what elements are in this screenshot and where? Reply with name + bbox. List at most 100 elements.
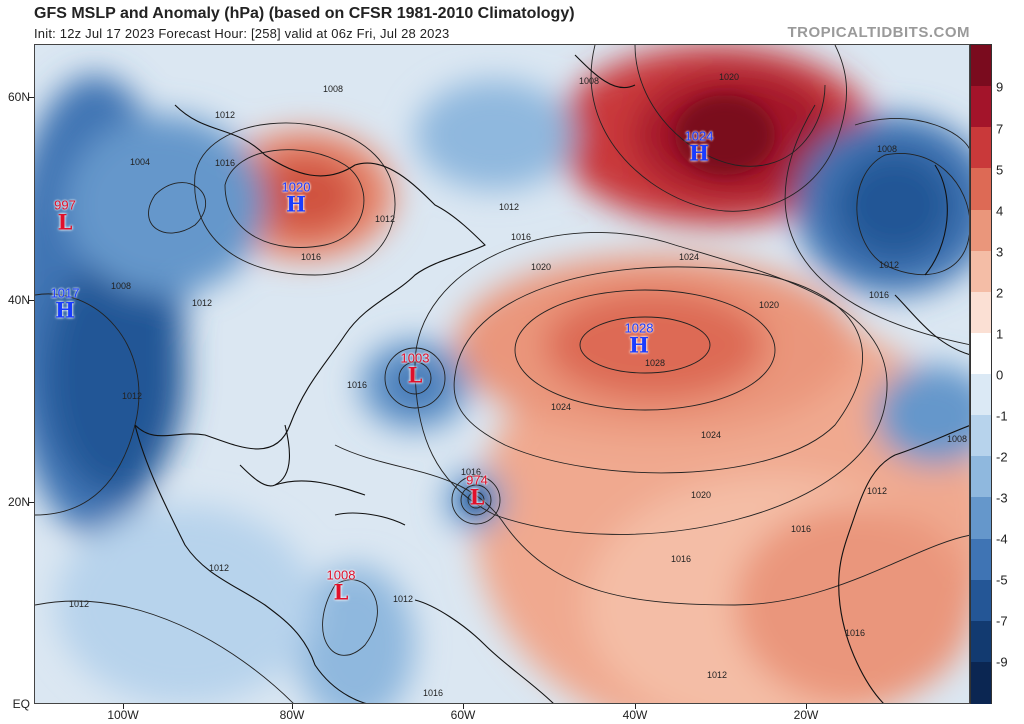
low-symbol: L — [333, 579, 349, 605]
colorbar-segment — [971, 579, 991, 622]
colorbar-segment — [971, 497, 991, 539]
colorbar-label: 0 — [996, 367, 1004, 383]
pressure-value: 974 — [466, 472, 488, 488]
lon-tick — [463, 704, 464, 709]
isobar-label: 1016 — [460, 467, 482, 477]
low-pressure-marker: 974 L — [466, 473, 488, 508]
colorbar-label: 5 — [996, 162, 1004, 178]
colorbar-label: -3 — [996, 490, 1008, 506]
isobar-label: 1028 — [644, 358, 666, 368]
pressure-value: 1028 — [624, 320, 654, 336]
lon-label: 20W — [793, 708, 819, 722]
map-subtitle: Init: 12z Jul 17 2023 Forecast Hour: [25… — [34, 26, 450, 41]
isobar-label: 1008 — [322, 84, 344, 94]
high-symbol: H — [55, 297, 75, 323]
colorbar-segment — [971, 86, 991, 128]
high-symbol: H — [286, 191, 306, 217]
isobar-label: 1012 — [208, 563, 230, 573]
high-symbol: H — [629, 332, 649, 358]
low-symbol: L — [407, 362, 423, 388]
isobar-label: 1016 — [300, 252, 322, 262]
isobar-label: 1012 — [498, 202, 520, 212]
lat-tick — [29, 97, 34, 98]
isobar-label: 1020 — [690, 490, 712, 500]
isobar-label: 1020 — [758, 300, 780, 310]
isobar-label: 1012 — [121, 391, 143, 401]
lat-label: 20N — [7, 495, 30, 509]
colorbar-segment — [971, 374, 991, 416]
pressure-value: 1017 — [50, 285, 80, 301]
colorbar-label: -7 — [996, 613, 1008, 629]
isobar-label: 1016 — [346, 380, 368, 390]
isobar-label: 1004 — [129, 157, 151, 167]
colorbar-segment — [971, 250, 991, 293]
colorbar-segment — [971, 415, 991, 457]
low-symbol: L — [469, 484, 485, 510]
colorbar-segment — [971, 332, 991, 375]
colorbar-segment — [971, 45, 991, 87]
low-pressure-marker: 1008 L — [327, 568, 356, 603]
isobar-label: 1020 — [718, 72, 740, 82]
lon-label: 60W — [450, 708, 476, 722]
isobar-label: 1020 — [530, 262, 552, 272]
isobar-label: 1012 — [392, 594, 414, 604]
high-pressure-marker: 1028 H — [625, 321, 654, 356]
isobar-label: 1008 — [578, 76, 600, 86]
low-pressure-marker: 997 L — [54, 198, 76, 233]
isobar-label: 1008 — [110, 281, 132, 291]
colorbar-label: -4 — [996, 531, 1008, 547]
isobar-label: 1008 — [946, 434, 968, 444]
high-pressure-marker: 1017 H — [51, 286, 80, 321]
low-pressure-marker: 1003 L — [401, 351, 430, 386]
isobar-label: 1016 — [510, 232, 532, 242]
colorbar-label: 4 — [996, 203, 1004, 219]
pressure-value: 1008 — [326, 567, 356, 583]
colorbar-segment — [971, 456, 991, 498]
isobar-label: 1024 — [550, 402, 572, 412]
colorbar-label: -1 — [996, 408, 1008, 424]
isobar-label: 1012 — [68, 599, 90, 609]
lon-label: 100W — [107, 708, 139, 722]
colorbar-segment — [971, 168, 991, 210]
lat-label: EQ — [12, 697, 30, 711]
brand-watermark: TROPICALTIDBITS.COM — [787, 24, 970, 41]
colorbar-label: 7 — [996, 121, 1004, 137]
isobar-label: 1012 — [214, 110, 236, 120]
coastlines — [134, 54, 969, 703]
low-symbol: L — [57, 209, 73, 235]
lon-tick — [806, 704, 807, 709]
weather-map: 1008 1012 1016 1020 1024 1028 1004 1016 … — [34, 44, 970, 704]
high-symbol: H — [689, 140, 709, 166]
colorbar-segment — [971, 620, 991, 663]
colorbar-label: 1 — [996, 326, 1004, 342]
anomaly-field — [35, 45, 969, 703]
colorbar-segment — [971, 209, 991, 252]
isobar-label: 1016 — [844, 628, 866, 638]
colorbar-label: -9 — [996, 654, 1008, 670]
isobar-lines — [35, 45, 969, 703]
pressure-value: 1024 — [684, 128, 714, 144]
isobar-label: 1012 — [374, 214, 396, 224]
isobar-label: 1016 — [790, 524, 812, 534]
colorbar-label: -2 — [996, 449, 1008, 465]
map-title: GFS MSLP and Anomaly (hPa) (based on CFS… — [34, 5, 575, 22]
colorbar-label: 3 — [996, 244, 1004, 260]
isobar-label: 1016 — [868, 290, 890, 300]
isobar-label: 1008 — [876, 144, 898, 154]
isobar-label: 1012 — [866, 486, 888, 496]
lon-label: 40W — [622, 708, 648, 722]
lat-label: 40N — [7, 293, 30, 307]
isobar-label: 1012 — [706, 670, 728, 680]
lat-tick — [29, 300, 34, 301]
colorbar-label: 9 — [996, 79, 1004, 95]
lon-tick — [123, 704, 124, 709]
high-pressure-marker: 1024 H — [685, 129, 714, 164]
lon-label: 80W — [279, 708, 305, 722]
isobar-label: 1012 — [191, 298, 213, 308]
isobar-label: 1024 — [678, 252, 700, 262]
colorbar-segment — [971, 538, 991, 581]
isobar-label: 1012 — [878, 260, 900, 270]
colorbar-label: 2 — [996, 285, 1004, 301]
pressure-value: 1020 — [281, 179, 311, 195]
anomaly-colorbar — [970, 44, 992, 704]
